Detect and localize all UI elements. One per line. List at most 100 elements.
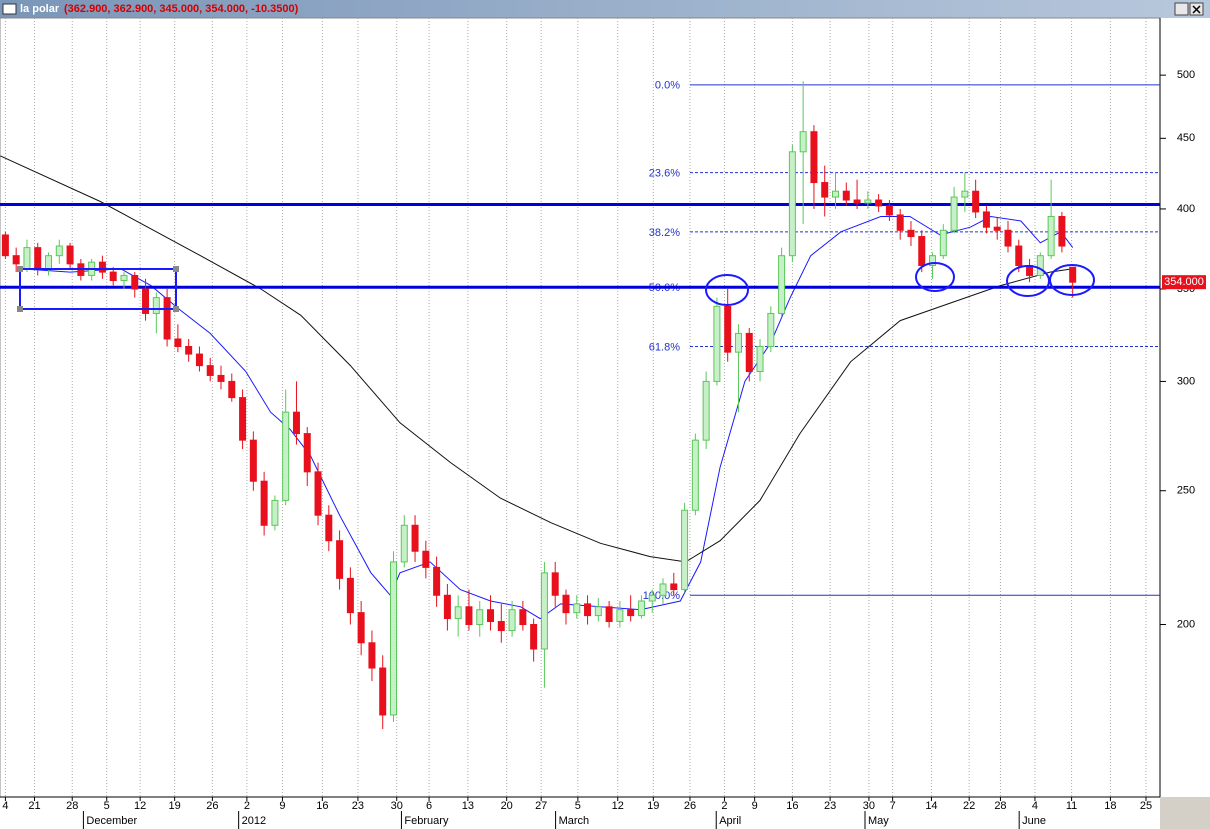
x-tick-label: 13 bbox=[462, 800, 474, 812]
chart-title: la polar bbox=[20, 3, 60, 15]
x-tick-label: 7 bbox=[890, 800, 896, 812]
x-tick-label: 30 bbox=[863, 800, 875, 812]
fib-label: 23.6% bbox=[649, 167, 680, 179]
x-tick-label: 25 bbox=[1140, 800, 1152, 812]
candle-body bbox=[1015, 245, 1023, 266]
candle-body bbox=[368, 642, 376, 669]
candle-body bbox=[724, 305, 732, 353]
x-tick-label: 16 bbox=[786, 800, 798, 812]
candle-body bbox=[573, 603, 581, 614]
candle-body bbox=[34, 247, 42, 270]
x-tick-label: 30 bbox=[391, 800, 403, 812]
candle-body bbox=[379, 667, 387, 716]
candle-body bbox=[12, 255, 20, 265]
candle-body bbox=[271, 499, 279, 526]
y-tick-label: 400 bbox=[1177, 203, 1195, 215]
candle-body bbox=[918, 236, 926, 266]
candle-body bbox=[1069, 266, 1077, 283]
plot-area bbox=[0, 17, 1161, 798]
x-tick-label: 5 bbox=[575, 800, 581, 812]
candle-body bbox=[961, 190, 969, 198]
candle-body bbox=[702, 380, 710, 441]
y-tick-label: 450 bbox=[1177, 132, 1195, 144]
candle-body bbox=[745, 332, 753, 373]
candle-body bbox=[433, 566, 441, 596]
candle-body bbox=[853, 199, 861, 204]
month-label: April bbox=[719, 815, 741, 827]
candle-body bbox=[637, 600, 645, 617]
candle-body bbox=[950, 196, 958, 231]
candle-body bbox=[465, 606, 473, 626]
candle-body bbox=[799, 131, 807, 153]
restore-button[interactable] bbox=[1174, 2, 1189, 16]
x-tick-label: 23 bbox=[824, 800, 836, 812]
candle-body bbox=[55, 245, 63, 257]
candle-body bbox=[842, 190, 850, 201]
x-tick-label: 2 bbox=[721, 800, 727, 812]
candle-body bbox=[821, 182, 829, 198]
candle-body bbox=[713, 305, 721, 382]
x-tick-label: 28 bbox=[994, 800, 1006, 812]
x-tick-label: 23 bbox=[352, 800, 364, 812]
candle-body bbox=[336, 540, 344, 579]
candle-body bbox=[142, 288, 150, 314]
candle-body bbox=[66, 245, 74, 265]
candle-body bbox=[648, 594, 656, 602]
x-tick-label: 5 bbox=[104, 800, 110, 812]
candle-body bbox=[185, 345, 193, 355]
x-tick-label: 9 bbox=[279, 800, 285, 812]
candle-body bbox=[594, 606, 602, 617]
candle-body bbox=[605, 606, 613, 623]
x-tick-label: 18 bbox=[1104, 800, 1116, 812]
candle-body bbox=[163, 297, 171, 340]
x-tick-label: 21 bbox=[28, 800, 40, 812]
candle-body bbox=[875, 199, 883, 207]
candle-body bbox=[691, 439, 699, 511]
x-tick-label: 12 bbox=[612, 800, 624, 812]
candle-body bbox=[540, 572, 548, 650]
candle-body bbox=[939, 229, 947, 257]
candle-body bbox=[303, 433, 311, 473]
candle-body bbox=[443, 594, 451, 620]
candle-body bbox=[982, 211, 990, 228]
candle-body bbox=[228, 380, 236, 399]
month-label: May bbox=[868, 815, 889, 827]
month-label: December bbox=[86, 815, 137, 827]
chart-layer: 4 21 28 5 12 19 26 2 9 16 23 30 6 13 20 27 5 12 19 26 2 9 16 23… bbox=[0, 18, 1195, 829]
x-tick-label: 19 bbox=[169, 800, 181, 812]
candle-body bbox=[389, 561, 397, 716]
candle-body bbox=[519, 609, 527, 626]
candle-body bbox=[249, 439, 257, 482]
candle-body bbox=[260, 480, 268, 526]
x-tick-label: 11 bbox=[1066, 800, 1077, 812]
last-price-box bbox=[1162, 275, 1206, 290]
close-icon bbox=[1192, 5, 1201, 14]
candle-body bbox=[314, 471, 322, 516]
candle-body bbox=[109, 271, 117, 281]
candle-body bbox=[1047, 215, 1055, 257]
y-tick-label: 300 bbox=[1177, 375, 1195, 387]
x-tick-label: 4 bbox=[2, 800, 8, 812]
candle-body bbox=[23, 247, 31, 270]
candle-body bbox=[896, 214, 904, 231]
candle-body bbox=[1058, 215, 1066, 247]
candle-body bbox=[681, 509, 689, 591]
x-tick-label: 14 bbox=[925, 800, 937, 812]
candle-body bbox=[1036, 255, 1044, 276]
month-label: June bbox=[1022, 815, 1046, 827]
candle-body bbox=[174, 338, 182, 347]
x-tick-label: 6 bbox=[426, 800, 432, 812]
candle-body bbox=[454, 606, 462, 620]
y-tick-label: 250 bbox=[1177, 485, 1195, 497]
candle-body bbox=[282, 411, 290, 501]
y-tick-label: 200 bbox=[1177, 618, 1195, 630]
candle-body bbox=[832, 190, 840, 198]
moving-average bbox=[20, 215, 1074, 620]
candle-body bbox=[756, 345, 764, 373]
candle-body bbox=[788, 151, 796, 257]
window-icon bbox=[2, 3, 17, 15]
candle-body bbox=[1, 234, 9, 257]
box-handles bbox=[17, 266, 179, 312]
candle-body bbox=[907, 229, 915, 238]
